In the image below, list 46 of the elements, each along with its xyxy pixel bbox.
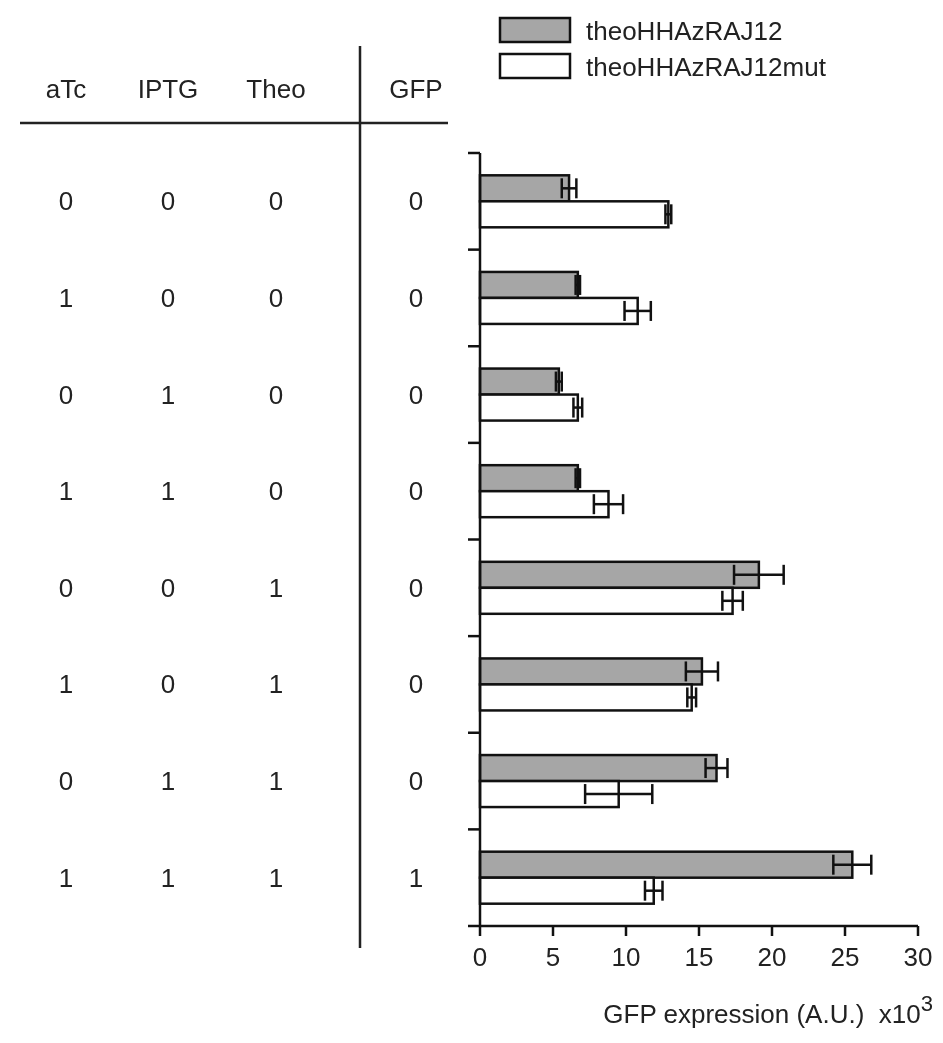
text: 0 [160,186,176,217]
text: 0 [408,669,424,700]
text: 1 [58,862,74,893]
text: 1 [58,476,74,507]
category-label: GFP [389,74,443,104]
text: 0 [58,766,74,797]
x-tick-label: 30 [903,942,933,972]
legend-label: theoHHAzRAJ12mut [586,52,827,82]
text: 0 [408,282,424,313]
text: 0 [408,476,424,507]
category-label: IPTG [137,74,199,104]
text: 0 [408,186,424,217]
text: 0 [160,669,176,700]
legend-label: theoHHAzRAJ12 [586,16,783,46]
x-tick-label: 10 [611,942,641,972]
text: 1 [160,766,176,797]
category-label: aTc [45,74,87,104]
text: 1 [58,282,74,313]
text: 0 [160,572,176,603]
x-tick-label: 0 [472,942,488,972]
text: 1 [268,862,284,893]
text: 1 [408,862,424,893]
text: 0 [268,186,284,217]
text: 0 [268,379,284,410]
text: 1 [160,476,176,507]
text: 0 [160,282,176,313]
text: 0 [408,766,424,797]
x-tick-label: 25 [830,942,860,972]
text: 1 [160,862,176,893]
category-label: Theo [246,74,306,104]
text: 1 [58,669,74,700]
text: 0 [268,282,284,313]
text: 0 [268,476,284,507]
text: 0 [58,379,74,410]
text: 0 [408,572,424,603]
text: 0 [408,379,424,410]
text: 0 [58,186,74,217]
x-axis-title: GFP expression (A.U.) x10$^{3}$ [603,990,933,1029]
x-tick-label: 20 [757,942,787,972]
x-tick-label: 15 [684,942,714,972]
text: 1 [268,766,284,797]
x-tick-label: 5 [545,942,561,972]
text: 0 [58,572,74,603]
text: 1 [268,572,284,603]
text: 1 [268,669,284,700]
text: 1 [160,379,176,410]
